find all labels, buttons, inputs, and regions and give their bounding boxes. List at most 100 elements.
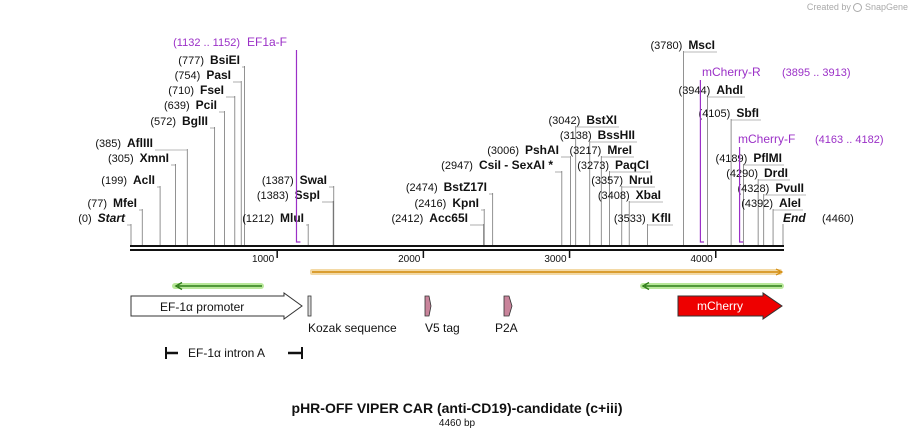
site-coord-alei: (4392): [741, 198, 773, 210]
ef1a-promoter-arrow[interactable]: [130, 292, 303, 320]
site-coord-mfei: (77): [87, 198, 107, 210]
v5-tag-label: V5 tag: [425, 321, 460, 335]
v5-tag-mark[interactable]: [424, 295, 432, 317]
site-coord-xbai: (3408): [598, 190, 630, 202]
site-name-csii-sexai[interactable]: CsiI - SexAI *: [479, 158, 553, 172]
site-coord-sspi: (1383): [257, 190, 289, 202]
site-coord-pasi: (754): [175, 70, 201, 82]
site-name-pcii[interactable]: PciI: [196, 98, 217, 112]
site-name-kfli[interactable]: KflI: [652, 211, 671, 225]
primer-leader-mcherry-f: [738, 147, 744, 243]
site-name-pshai[interactable]: PshAI: [525, 143, 559, 157]
ef1a-promoter-label: EF-1α promoter: [160, 300, 244, 314]
site-name-pflmi[interactable]: PflMI: [753, 151, 782, 165]
site-coord-kpni: (2416): [415, 198, 447, 210]
site-name-drdi[interactable]: DrdI: [764, 166, 788, 180]
site-coord-mlui: (1212): [242, 213, 274, 225]
site-name-start[interactable]: Start: [98, 211, 126, 225]
site-name-bstz17i[interactable]: BstZ17I: [444, 180, 487, 194]
site-name-mfei[interactable]: MfeI: [113, 196, 137, 210]
site-name-pvuii[interactable]: PvuII: [775, 181, 804, 195]
site-coord-start: (0): [78, 213, 91, 225]
intron-a-bracket[interactable]: [165, 347, 303, 359]
mcherry-label: mCherry: [697, 299, 743, 313]
ruler-label-3000: 3000: [544, 254, 567, 265]
site-coord-fsei: (710): [168, 85, 194, 97]
primer-name-mcherry-f[interactable]: mCherry-F: [738, 132, 795, 146]
restriction-sites: Start (0) MfeI (77) AclI (199) XmnI (305) AflIII…: [78, 38, 854, 245]
site-name-swai[interactable]: SwaI: [300, 173, 327, 187]
primer-range-ef1a-f: (1132 .. 1152): [173, 37, 240, 49]
p2a-label: P2A: [495, 321, 518, 335]
sequence-length-label: 4460 bp: [439, 418, 476, 429]
site-coord-bstz17i: (2474): [406, 182, 438, 194]
site-name-nrui[interactable]: NruI: [629, 173, 653, 187]
p2a-mark[interactable]: [503, 295, 513, 317]
orf-bar[interactable]: [310, 268, 784, 276]
site-coord-csii-sexai: (2947): [441, 160, 473, 172]
site-coord-kfli: (3533): [614, 213, 646, 225]
site-coord-pshai: (3006): [487, 145, 519, 157]
map-title: pHR-OFF VIPER CAR (anti-CD19)-candidate …: [292, 400, 623, 416]
site-coord-paqci: (3273): [577, 160, 609, 172]
site-coord-bsiei: (777): [178, 55, 204, 67]
site-name-bsiei[interactable]: BsiEI: [210, 53, 240, 67]
site-coord-drdi: (4290): [726, 168, 758, 180]
site-coord-xmni: (305): [108, 153, 134, 165]
site-name-bglii[interactable]: BglII: [182, 114, 208, 128]
site-name-end[interactable]: End: [783, 211, 806, 225]
site-name-kpni[interactable]: KpnI: [452, 196, 479, 210]
site-coord-pflmi: (4189): [716, 153, 748, 165]
watermark-brand: SnapGene: [864, 2, 908, 12]
site-coord-nrui: (3357): [591, 175, 623, 187]
site-name-xmni[interactable]: XmnI: [140, 151, 169, 165]
site-coord-acc65i: (2412): [392, 213, 424, 225]
site-name-msci[interactable]: MscI: [688, 38, 715, 52]
watermark-prefix: Created by: [806, 2, 851, 12]
kozak-sequence-label: Kozak sequence: [308, 321, 397, 335]
site-coord-afliii: (385): [95, 138, 121, 150]
site-coord-msci: (3780): [651, 40, 683, 52]
site-name-mrei[interactable]: MreI: [607, 143, 632, 157]
primer-annotations: EF1a-F (1132 .. 1152) mCherry-R (3895 .. 39…: [173, 35, 884, 243]
site-name-ahdi[interactable]: AhdI: [716, 83, 743, 97]
ruler-label-2000: 2000: [398, 254, 421, 265]
site-name-sbfi[interactable]: SbfI: [736, 106, 759, 120]
mcherry-arrow[interactable]: [677, 292, 783, 320]
intron-a-label: EF-1α intron A: [188, 346, 265, 360]
site-coord-sbfi: (4105): [699, 108, 731, 120]
kozak-sequence-mark[interactable]: [307, 295, 312, 317]
ruler-label-1000: 1000: [252, 254, 275, 265]
site-name-acc65i[interactable]: Acc65I: [429, 211, 468, 225]
site-name-mlui[interactable]: MluI: [280, 211, 304, 225]
primer-name-mcherry-r[interactable]: mCherry-R: [702, 65, 761, 79]
site-coord-swai: (1387): [262, 175, 294, 187]
primer-arrow-mcherry[interactable]: [640, 281, 784, 291]
site-name-bsshii[interactable]: BssHII: [598, 128, 635, 142]
ruler-label-4000: 4000: [691, 254, 714, 265]
site-name-paqci[interactable]: PaqCI: [615, 158, 649, 172]
site-name-afliii[interactable]: AflIII: [127, 136, 153, 150]
site-coord-mrei: (3217): [570, 145, 602, 157]
site-coord-pvuii: (4328): [738, 183, 770, 195]
site-name-fsei[interactable]: FseI: [200, 83, 224, 97]
watermark: Created by SnapGene: [806, 2, 908, 13]
site-name-bstxi[interactable]: BstXI: [586, 113, 617, 127]
site-coord-acli: (199): [101, 175, 127, 187]
primer-range-mcherry-f: (4163 .. 4182): [815, 134, 884, 146]
site-name-pasi[interactable]: PasI: [206, 68, 231, 82]
primer-name-ef1a-f[interactable]: EF1a-F: [247, 35, 287, 49]
site-name-acli[interactable]: AclI: [133, 173, 155, 187]
site-name-alei[interactable]: AleI: [779, 196, 801, 210]
site-name-sspi[interactable]: SspI: [295, 188, 320, 202]
primer-range-mcherry-r: (3895 .. 3913): [782, 67, 851, 79]
site-coord-bstxi: (3042): [549, 115, 581, 127]
ruler: 1000 2000 3000 4000: [252, 251, 717, 265]
primer-leader-ef1a-f: [295, 50, 301, 243]
site-name-xbai[interactable]: XbaI: [636, 188, 661, 202]
snapgene-logo-icon: [853, 3, 863, 13]
primer-leader-mcherry-r: [699, 80, 705, 243]
site-coord-pcii: (639): [164, 100, 190, 112]
primer-arrow-ef1a-f[interactable]: [172, 281, 264, 291]
